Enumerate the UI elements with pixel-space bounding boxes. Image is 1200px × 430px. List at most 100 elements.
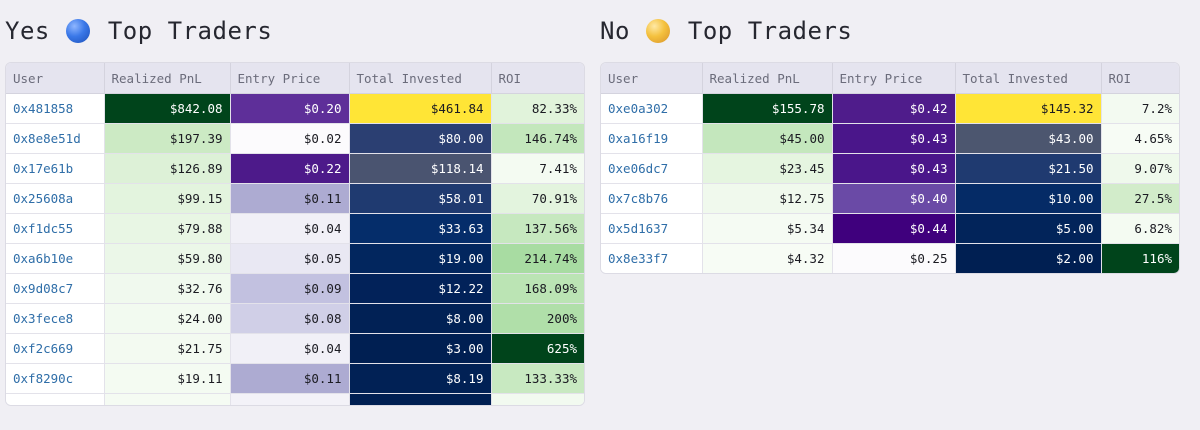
roi-cell: 137.56% (491, 213, 584, 244)
realized-pnl-cell: $21.75 (104, 333, 231, 364)
roi-cell: 9.07% (1101, 153, 1179, 184)
table-row: 0xa16f19 $45.00 $0.43 $43.00 4.65% (601, 123, 1179, 154)
table-row: 0xe06dc7 $23.45 $0.43 $21.50 9.07% (601, 153, 1179, 184)
column-header-realized-pnl[interactable]: Realized PnL (702, 63, 833, 94)
table-row: 0xe0a302 $155.78 $0.42 $145.32 7.2% (601, 93, 1179, 124)
user-address-link[interactable]: 0xe0a302 (601, 93, 703, 124)
table-row: 0x9d08c7 $32.76 $0.09 $12.22 168.09% (6, 273, 584, 304)
no-panel-header: No Top Traders (600, 0, 1180, 62)
roi-cell: 200% (491, 303, 584, 334)
yes-panel-title: Top Traders (107, 17, 273, 45)
table-row: 0xf8290c $19.11 $0.11 $8.19 133.33% (6, 363, 584, 394)
realized-pnl-cell: $24.00 (104, 303, 231, 334)
total-invested-cell: $2.00 (955, 243, 1102, 273)
no-label: No (600, 17, 630, 45)
user-address-link[interactable]: 0x25608a (6, 183, 105, 214)
realized-pnl-cell: $4.32 (702, 243, 833, 273)
roi-cell: 116% (1101, 243, 1179, 273)
user-address-link[interactable] (6, 393, 105, 405)
realized-pnl-cell: $197.39 (104, 123, 231, 154)
total-invested-cell: $43.00 (955, 123, 1102, 154)
realized-pnl-cell: $23.45 (702, 153, 833, 184)
table-row: 0x5d1637 $5.34 $0.44 $5.00 6.82% (601, 213, 1179, 244)
realized-pnl-cell: $126.89 (104, 153, 231, 184)
roi-cell: 625% (491, 333, 584, 364)
table-row: 0x25608a $99.15 $0.11 $58.01 70.91% (6, 183, 584, 214)
total-invested-cell: $8.00 (349, 303, 492, 334)
user-address-link[interactable]: 0x8e33f7 (601, 243, 703, 273)
total-invested-cell (349, 393, 492, 405)
realized-pnl-cell: $45.00 (702, 123, 833, 154)
entry-price-cell: $0.09 (230, 273, 350, 304)
yes-traders-table-container[interactable]: User Realized PnL Entry Price Total Inve… (5, 62, 585, 406)
user-address-link[interactable]: 0x9d08c7 (6, 273, 105, 304)
column-header-roi[interactable]: ROI (1101, 63, 1179, 94)
user-address-link[interactable]: 0xe06dc7 (601, 153, 703, 184)
user-address-link[interactable]: 0x17e61b (6, 153, 105, 184)
table-row: 0x3fece8 $24.00 $0.08 $8.00 200% (6, 303, 584, 334)
yes-top-traders-panel: Yes Top Traders User Realized PnL Entry … (5, 0, 585, 406)
column-header-total-invested[interactable]: Total Invested (349, 63, 492, 94)
realized-pnl-cell: $32.76 (104, 273, 231, 304)
user-address-link[interactable]: 0xf1dc55 (6, 213, 105, 244)
user-address-link[interactable]: 0x7c8b76 (601, 183, 703, 214)
table-row: 0x8e8e51d $197.39 $0.02 $80.00 146.74% (6, 123, 584, 154)
user-address-link[interactable]: 0xa6b10e (6, 243, 105, 274)
realized-pnl-cell: $59.80 (104, 243, 231, 274)
user-address-link[interactable]: 0xa16f19 (601, 123, 703, 154)
user-address-link[interactable]: 0x3fece8 (6, 303, 105, 334)
realized-pnl-cell: $155.78 (702, 93, 833, 124)
gold-orb-icon (645, 19, 670, 43)
table-header-row: User Realized PnL Entry Price Total Inve… (6, 63, 584, 94)
entry-price-cell: $0.04 (230, 333, 350, 364)
total-invested-cell: $3.00 (349, 333, 492, 364)
total-invested-cell: $80.00 (349, 123, 492, 154)
roi-cell: 4.65% (1101, 123, 1179, 154)
column-header-realized-pnl[interactable]: Realized PnL (104, 63, 231, 94)
total-invested-cell: $8.19 (349, 363, 492, 394)
realized-pnl-cell: $99.15 (104, 183, 231, 214)
total-invested-cell: $58.01 (349, 183, 492, 214)
entry-price-cell: $0.04 (230, 213, 350, 244)
yes-label: Yes (5, 17, 50, 45)
entry-price-cell: $0.42 (832, 93, 956, 124)
realized-pnl-cell: $12.75 (702, 183, 833, 214)
roi-cell: 214.74% (491, 243, 584, 274)
total-invested-cell: $5.00 (955, 213, 1102, 244)
user-address-link[interactable]: 0x5d1637 (601, 213, 703, 244)
table-row: 0xa6b10e $59.80 $0.05 $19.00 214.74% (6, 243, 584, 274)
blue-orb-icon (65, 19, 90, 43)
roi-cell: 168.09% (491, 273, 584, 304)
user-address-link[interactable]: 0xf2c669 (6, 333, 105, 364)
total-invested-cell: $12.22 (349, 273, 492, 304)
roi-cell: 7.2% (1101, 93, 1179, 124)
user-address-link[interactable]: 0x481858 (6, 93, 105, 124)
column-header-user[interactable]: User (601, 63, 703, 94)
total-invested-cell: $145.32 (955, 93, 1102, 124)
roi-cell: 6.82% (1101, 213, 1179, 244)
column-header-roi[interactable]: ROI (491, 63, 584, 94)
no-traders-table-container[interactable]: User Realized PnL Entry Price Total Inve… (600, 62, 1180, 274)
column-header-entry-price[interactable]: Entry Price (230, 63, 350, 94)
column-header-total-invested[interactable]: Total Invested (955, 63, 1102, 94)
roi-cell: 27.5% (1101, 183, 1179, 214)
table-header-row: User Realized PnL Entry Price Total Inve… (601, 63, 1179, 94)
realized-pnl-cell: $842.08 (104, 93, 231, 124)
no-traders-table-body: 0xe0a302 $155.78 $0.42 $145.32 7.2% 0xa16f19 $… (601, 93, 1179, 273)
user-address-link[interactable]: 0x8e8e51d (6, 123, 105, 154)
total-invested-cell: $118.14 (349, 153, 492, 184)
total-invested-cell: $19.00 (349, 243, 492, 274)
column-header-user[interactable]: User (6, 63, 105, 94)
entry-price-cell: $0.40 (832, 183, 956, 214)
entry-price-cell: $0.05 (230, 243, 350, 274)
user-address-link[interactable]: 0xf8290c (6, 363, 105, 394)
entry-price-cell: $0.44 (832, 213, 956, 244)
entry-price-cell: $0.43 (832, 153, 956, 184)
entry-price-cell (230, 393, 350, 405)
total-invested-cell: $33.63 (349, 213, 492, 244)
column-header-entry-price[interactable]: Entry Price (832, 63, 956, 94)
no-traders-table: User Realized PnL Entry Price Total Inve… (601, 63, 1179, 273)
total-invested-cell: $21.50 (955, 153, 1102, 184)
table-row: 0xf2c669 $21.75 $0.04 $3.00 625% (6, 333, 584, 364)
total-invested-cell: $10.00 (955, 183, 1102, 214)
